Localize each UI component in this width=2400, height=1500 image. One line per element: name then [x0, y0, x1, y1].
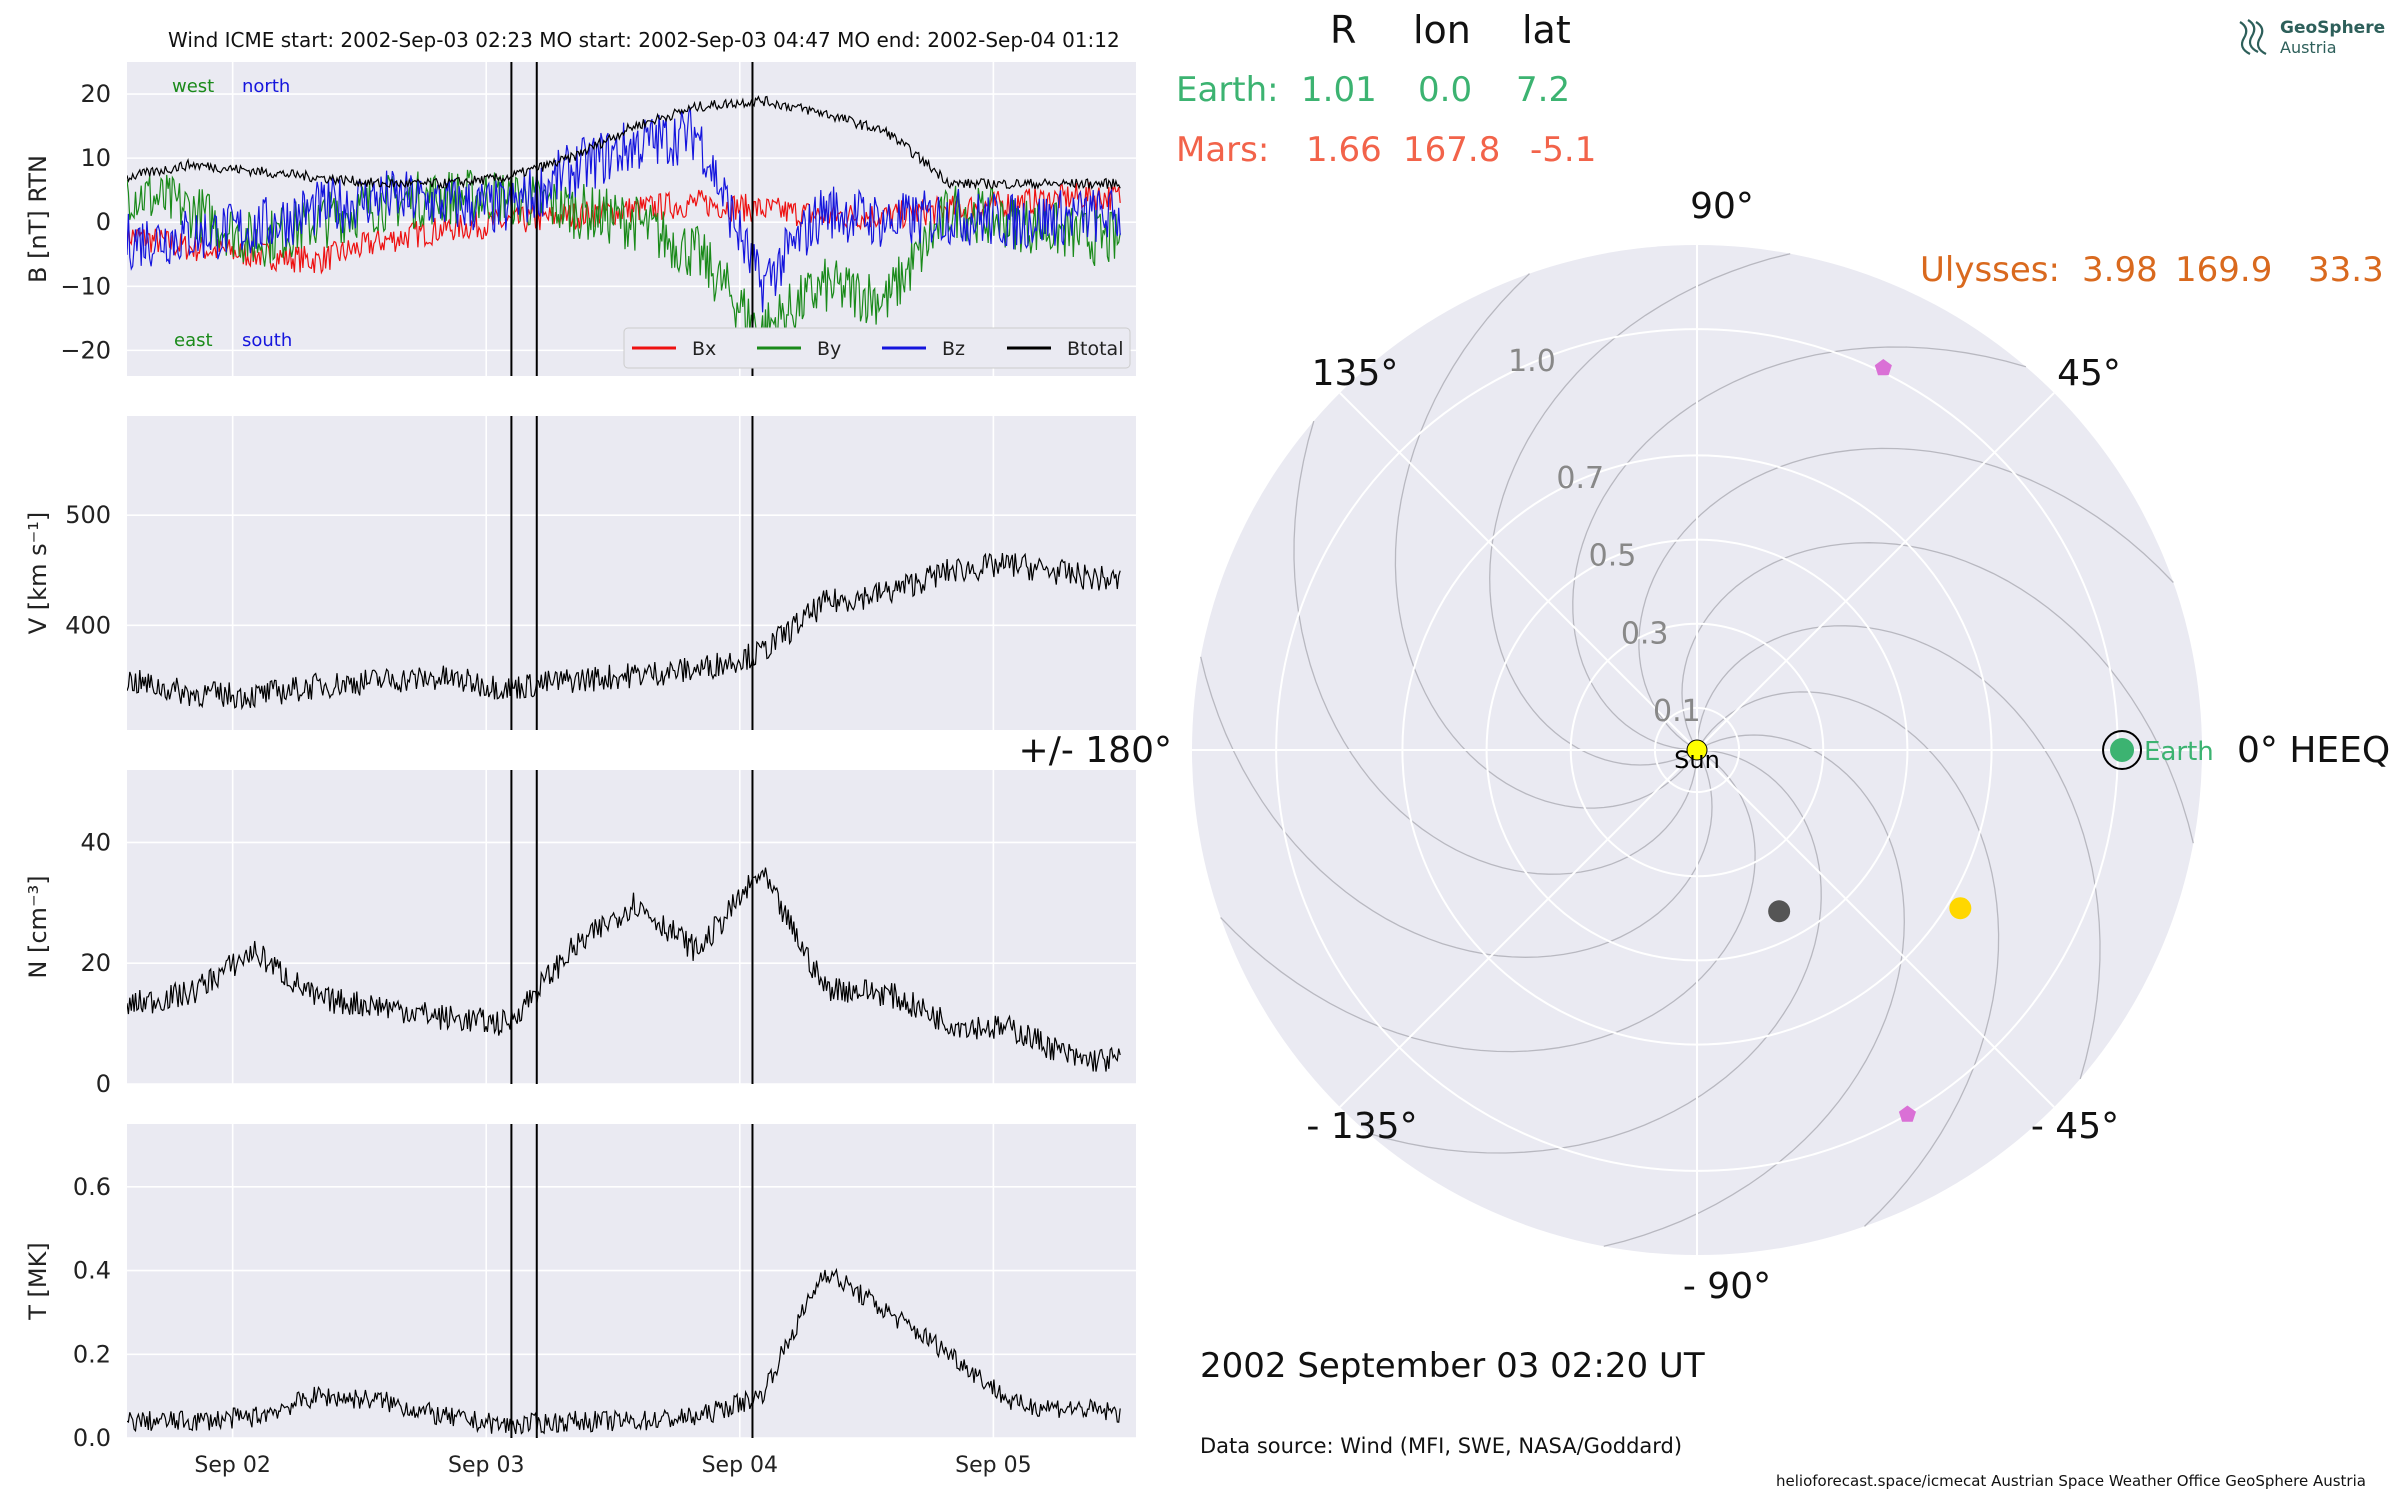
sun-marker — [1686, 739, 1708, 761]
mars-row-lat: -5.1 — [1530, 130, 1597, 170]
north-label: north — [242, 76, 290, 97]
earth-marker — [2110, 738, 2135, 762]
earth-row-lon: 0.0 — [1418, 70, 1473, 110]
y-tick-label: 40 — [80, 828, 111, 856]
y-tick-label: 0 — [96, 1070, 111, 1098]
geosphere-logo: GeoSphere Austria — [2232, 14, 2386, 64]
y-tick-label: 0 — [96, 208, 111, 236]
y-axis-label: T [MK] — [24, 1242, 52, 1320]
angle-label: 135° — [1312, 353, 1399, 394]
panel-background — [127, 770, 1136, 1084]
x-tick-label: Sep 02 — [194, 1453, 270, 1478]
ulysses-row-lat: 33.3 — [2308, 250, 2384, 290]
col-header-R: R — [1330, 8, 1357, 52]
angle-label: - 90° — [1683, 1266, 1771, 1307]
spacecraft-marker — [1898, 1105, 1916, 1122]
y-tick-label: 20 — [80, 80, 111, 108]
y-tick-label: −20 — [60, 336, 111, 364]
legend-label: Btotal — [1067, 338, 1123, 360]
series-line — [127, 552, 1121, 711]
x-tick-label: Sep 04 — [702, 1453, 778, 1478]
east-label: east — [174, 330, 213, 351]
y-tick-label: 0.2 — [73, 1340, 111, 1368]
legend: Bx By Bz Btotal — [623, 327, 1131, 369]
angle-grid-line — [1339, 392, 1698, 751]
legend-label: By — [817, 338, 841, 360]
radial-tick-label: 0.5 — [1589, 539, 1637, 574]
angle-label: 0° HEEQ — [2237, 730, 2390, 771]
radial-tick-label: 1.0 — [1508, 344, 1556, 379]
series-line — [127, 1267, 1121, 1435]
time-series-panels: 20 10 0 −10 −20 B [nT] RTN west north east south B… — [24, 62, 1136, 1478]
earth-row-label: Earth: — [1176, 70, 1279, 110]
series-bz — [127, 107, 1121, 313]
y-axis-label: N [cm⁻³] — [24, 875, 52, 978]
y-tick-label: −10 — [60, 272, 111, 300]
x-tick-label: Sep 03 — [448, 1453, 524, 1478]
x-tick-label: Sep 05 — [955, 1453, 1031, 1478]
radial-tick-label: 0.7 — [1556, 461, 1604, 496]
ulysses-row-R: 3.98 — [2082, 250, 2158, 290]
earth-row-lat: 7.2 — [1516, 70, 1571, 110]
planet-marker — [1949, 897, 1972, 920]
y-tick-label: 0.0 — [73, 1424, 111, 1452]
earth-row-R: 1.01 — [1301, 70, 1377, 110]
y-tick-label: 400 — [65, 611, 111, 639]
sun-label: Sun — [1674, 746, 1720, 774]
legend-label: Bz — [942, 338, 965, 360]
west-label: west — [172, 76, 214, 97]
angle-label: +/- 180° — [1019, 730, 1172, 771]
planet-marker — [1768, 900, 1791, 923]
legend-label: Bx — [692, 338, 716, 360]
plot-title: Wind ICME start: 2002-Sep-03 02:23 MO st… — [168, 28, 1120, 52]
panel-background — [127, 1124, 1136, 1438]
y-tick-label: 0.6 — [73, 1173, 111, 1201]
y-tick-label: 20 — [80, 949, 111, 977]
earth-label: Earth — [2144, 737, 2214, 767]
mars-row-lon: 167.8 — [1403, 130, 1501, 170]
panel-4: 0.6 0.4 0.2 0.0 T [MK] Sep 02 Sep 03 Sep 04 Sep … — [24, 1124, 1136, 1478]
data-source: Data source: Wind (MFI, SWE, NASA/Goddar… — [1200, 1434, 1683, 1458]
logo-line1: GeoSphere — [2280, 18, 2386, 38]
mars-row-R: 1.66 — [1306, 130, 1382, 170]
series-by — [127, 169, 1121, 352]
ulysses-row-lon: 169.9 — [2175, 250, 2273, 290]
angle-label: - 45° — [2031, 1106, 2119, 1147]
series-btotal — [127, 95, 1121, 191]
earth-ring — [2102, 730, 2143, 770]
angle-grid-line — [1696, 392, 2055, 751]
radial-tick-label: 0.3 — [1621, 616, 1669, 651]
col-header-lat: lat — [1522, 8, 1571, 52]
polar-orbit-plot: 0.1 0.3 0.5 0.7 1.0 0° HEEQ 45° 90° 135° +/- 180°… — [1019, 186, 2391, 1307]
y-tick-label: 10 — [80, 144, 111, 172]
footer-credits: helioforecast.space/icmecat Austrian Spa… — [1776, 1472, 2366, 1490]
logo-line2: Austria — [2280, 38, 2337, 57]
spacecraft-marker — [1874, 359, 1892, 376]
radial-tick-label: 0.1 — [1653, 694, 1701, 729]
angle-label: 45° — [2057, 353, 2121, 394]
y-axis-label: B [nT] RTN — [24, 155, 52, 283]
mars-row-label: Mars: — [1176, 130, 1270, 170]
panel-1: 20 10 0 −10 −20 B [nT] RTN west north east south B… — [24, 62, 1136, 376]
y-tick-label: 0.4 — [73, 1257, 111, 1285]
south-label: south — [242, 330, 292, 351]
panel-3: 40 20 0 N [cm⁻³] — [24, 770, 1136, 1098]
angle-label: - 135° — [1306, 1106, 1417, 1147]
col-header-lon: lon — [1413, 8, 1471, 52]
angle-grid-line — [1696, 749, 2055, 1108]
series-line — [127, 867, 1121, 1072]
ulysses-row-label: Ulysses: — [1920, 250, 2060, 290]
panel-2: 500 400 V [km s⁻¹] — [24, 416, 1136, 730]
legend-box — [623, 327, 1131, 369]
logo-icon — [2239, 19, 2267, 55]
panel-background — [127, 416, 1136, 730]
date-label: 2002 September 03 02:20 UT — [1200, 1346, 1705, 1386]
y-axis-label: V [km s⁻¹] — [24, 512, 52, 634]
angle-label: 90° — [1690, 186, 1754, 227]
y-tick-label: 500 — [65, 501, 111, 529]
angle-grid-line — [1339, 749, 1698, 1108]
